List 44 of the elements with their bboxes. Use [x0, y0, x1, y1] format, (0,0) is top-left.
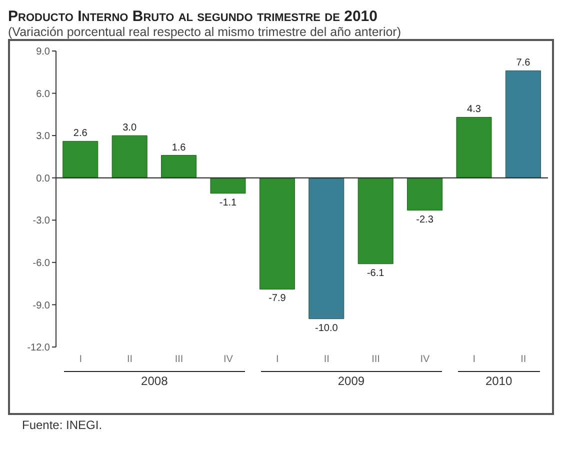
y-tick-label: -6.0 [32, 258, 50, 269]
data-label: -6.1 [366, 268, 385, 279]
x-tick-label: II [520, 354, 526, 366]
x-tick-label: IV [420, 354, 430, 366]
y-tick-label: 6.0 [36, 88, 50, 100]
x-tick-label: I [79, 354, 82, 366]
text: 2010 [458, 371, 540, 388]
bar [161, 155, 197, 178]
y-tick-label: -12.0 [27, 342, 50, 354]
data-label: -1.1 [219, 197, 238, 208]
chart-subtitle: (Variación porcentual real respecto al mismo trimestre del año anterior) [8, 25, 402, 39]
source-note: Fuente: INEGI. [22, 418, 104, 432]
x-tick-label: I [276, 354, 279, 366]
x-tick-label: III [174, 354, 184, 366]
x-tick-label: IV [223, 354, 234, 366]
data-label: 7.6 [516, 58, 531, 69]
y-tick-label: 0.0 [36, 173, 50, 184]
bar [112, 135, 148, 178]
y-tick-label: 9.0 [36, 46, 50, 58]
data-label: -2.3 [416, 214, 434, 226]
chart-title: Producto Interno Bruto al segundo trimestre de 2010 [8, 8, 378, 25]
bar [62, 140, 98, 178]
bar [505, 70, 541, 178]
text: 2009 [260, 371, 442, 388]
bar [407, 178, 443, 211]
data-label: 3.0 [122, 122, 137, 134]
bar [358, 178, 394, 264]
data-label: 2.6 [73, 128, 88, 140]
bar [259, 178, 295, 290]
x-tick-label: I [472, 354, 476, 366]
x-tick-label: II [324, 354, 330, 366]
y-tick-label: 3.0 [36, 131, 50, 142]
y-tick-label: -9.0 [32, 300, 50, 312]
bar [308, 178, 344, 320]
data-label: 4.3 [467, 104, 482, 116]
data-label: -10.0 [314, 322, 338, 334]
x-tick-label: II [127, 354, 133, 366]
x-tick-label: III [372, 354, 380, 366]
text: 2008 [64, 371, 245, 388]
data-label: 1.6 [172, 142, 186, 154]
bar [210, 178, 246, 194]
data-label: -7.9 [268, 293, 286, 304]
bar [456, 117, 492, 178]
y-tick-label: -3.0 [32, 216, 50, 227]
